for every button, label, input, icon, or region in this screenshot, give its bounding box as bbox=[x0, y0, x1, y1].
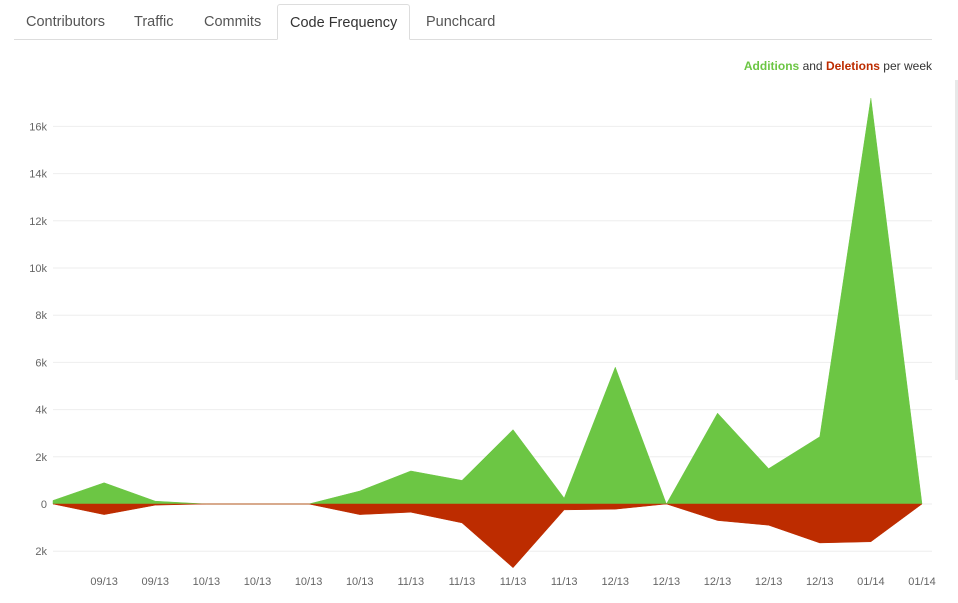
legend-and: and bbox=[802, 59, 823, 73]
tab-punchcard[interactable]: Punchcard bbox=[426, 14, 496, 30]
x-tick-label: 10/13 bbox=[244, 576, 272, 588]
x-tick-label: 11/13 bbox=[551, 576, 578, 588]
y-tick-label: 0 bbox=[41, 499, 47, 511]
x-tick-label: 09/13 bbox=[141, 576, 169, 588]
y-tick-label: 10k bbox=[29, 263, 47, 275]
x-tick-label: 12/13 bbox=[602, 576, 630, 588]
y-tick-label: 2k bbox=[35, 546, 47, 558]
x-tick-label: 12/13 bbox=[806, 576, 834, 588]
x-tick-label: 11/13 bbox=[397, 576, 424, 588]
x-tick-label: 01/14 bbox=[857, 576, 885, 588]
tab-traffic[interactable]: Traffic bbox=[134, 14, 174, 30]
chart-legend: Additions and Deletions per week bbox=[744, 59, 932, 73]
x-tick-label: 10/13 bbox=[193, 576, 221, 588]
graph-tabs: Contributors Traffic Commits Code Freque… bbox=[14, 4, 932, 40]
legend-per-week: per week bbox=[883, 59, 932, 73]
x-tick-label: 09/13 bbox=[90, 576, 118, 588]
deletions-area bbox=[52, 503, 923, 569]
x-tick-label: 10/13 bbox=[346, 576, 374, 588]
y-tick-label: 2k bbox=[35, 452, 47, 464]
x-tick-label: 11/13 bbox=[500, 576, 527, 588]
y-tick-label: 12k bbox=[29, 216, 47, 228]
additions-area bbox=[52, 98, 923, 505]
y-tick-label: 4k bbox=[35, 405, 47, 417]
y-tick-label: 6k bbox=[35, 357, 47, 369]
x-tick-label: 01/14 bbox=[908, 576, 936, 588]
y-axis: 2k 0 2k 4k 6k 8k 10k 12k 14k 16k bbox=[29, 121, 47, 558]
y-tick-label: 16k bbox=[29, 121, 47, 133]
tab-commits[interactable]: Commits bbox=[204, 14, 262, 30]
tab-contributors[interactable]: Contributors bbox=[26, 14, 105, 30]
scrollbar-edge bbox=[955, 80, 958, 380]
x-tick-label: 11/13 bbox=[449, 576, 476, 588]
x-axis: 09/13 09/13 10/13 10/13 10/13 10/13 11/13 11/13… bbox=[90, 576, 935, 588]
y-tick-label: 8k bbox=[35, 310, 47, 322]
legend-deletions: Deletions bbox=[825, 59, 880, 73]
x-tick-label: 10/13 bbox=[295, 576, 323, 588]
chart-areas bbox=[52, 98, 923, 569]
legend-additions: Additions bbox=[743, 59, 800, 73]
x-tick-label: 12/13 bbox=[755, 576, 783, 588]
tab-code-frequency[interactable]: Code Frequency bbox=[277, 4, 411, 40]
x-tick-label: 12/13 bbox=[704, 576, 732, 588]
y-tick-label: 14k bbox=[29, 169, 47, 181]
x-tick-label: 12/13 bbox=[653, 576, 681, 588]
